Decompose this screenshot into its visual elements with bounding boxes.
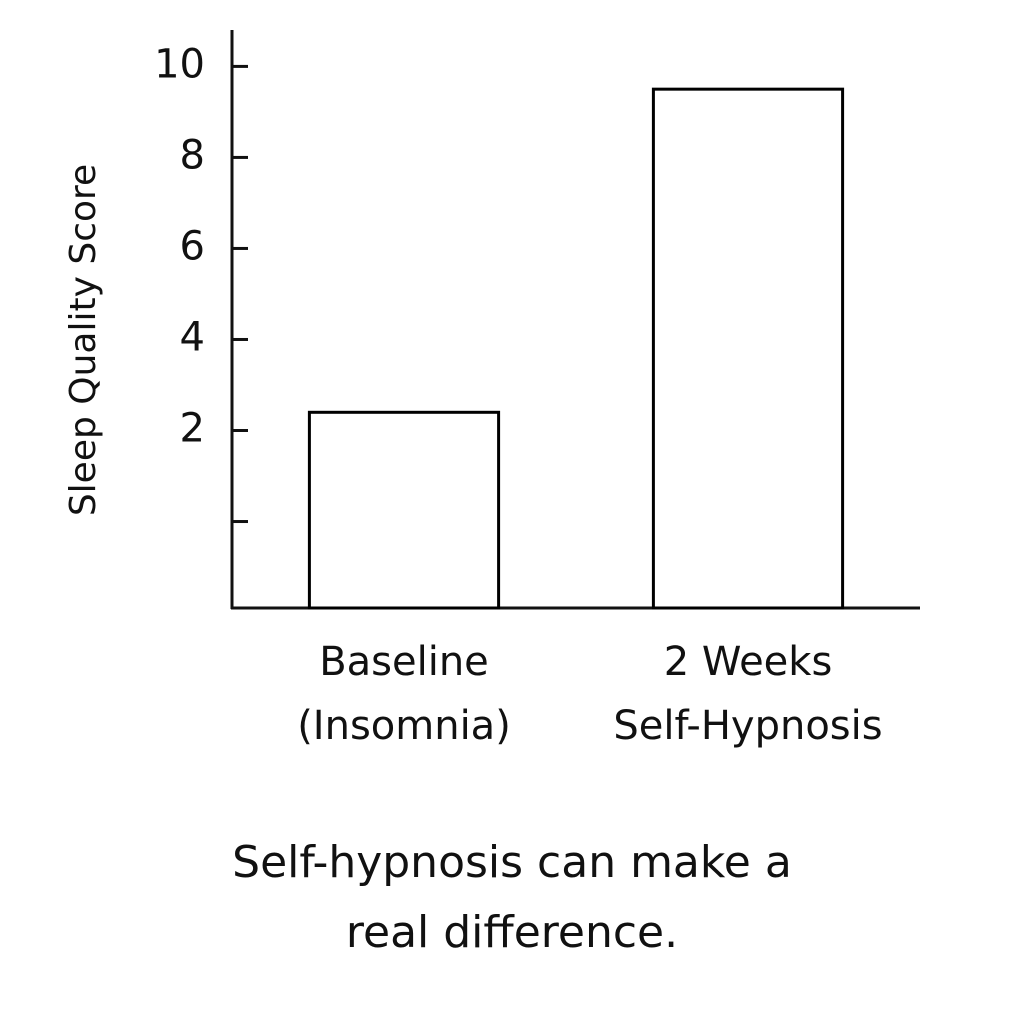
bar bbox=[307, 410, 501, 610]
y-tick-label: 2 bbox=[180, 406, 205, 452]
y-axis-label: Sleep Quality Score bbox=[63, 164, 104, 516]
caption: Self-hypnosis can make a real difference… bbox=[232, 837, 792, 958]
y-tick-label: 4 bbox=[180, 314, 205, 360]
x-tick-label: 2 Weeks Self-Hypnosis bbox=[613, 639, 883, 749]
bar bbox=[651, 87, 845, 610]
x-tick-label: Baseline (Insomnia) bbox=[297, 639, 511, 749]
y-tick-label: 8 bbox=[180, 132, 205, 178]
y-tick-label: 6 bbox=[180, 223, 205, 269]
y-tick-label: 10 bbox=[154, 41, 205, 87]
